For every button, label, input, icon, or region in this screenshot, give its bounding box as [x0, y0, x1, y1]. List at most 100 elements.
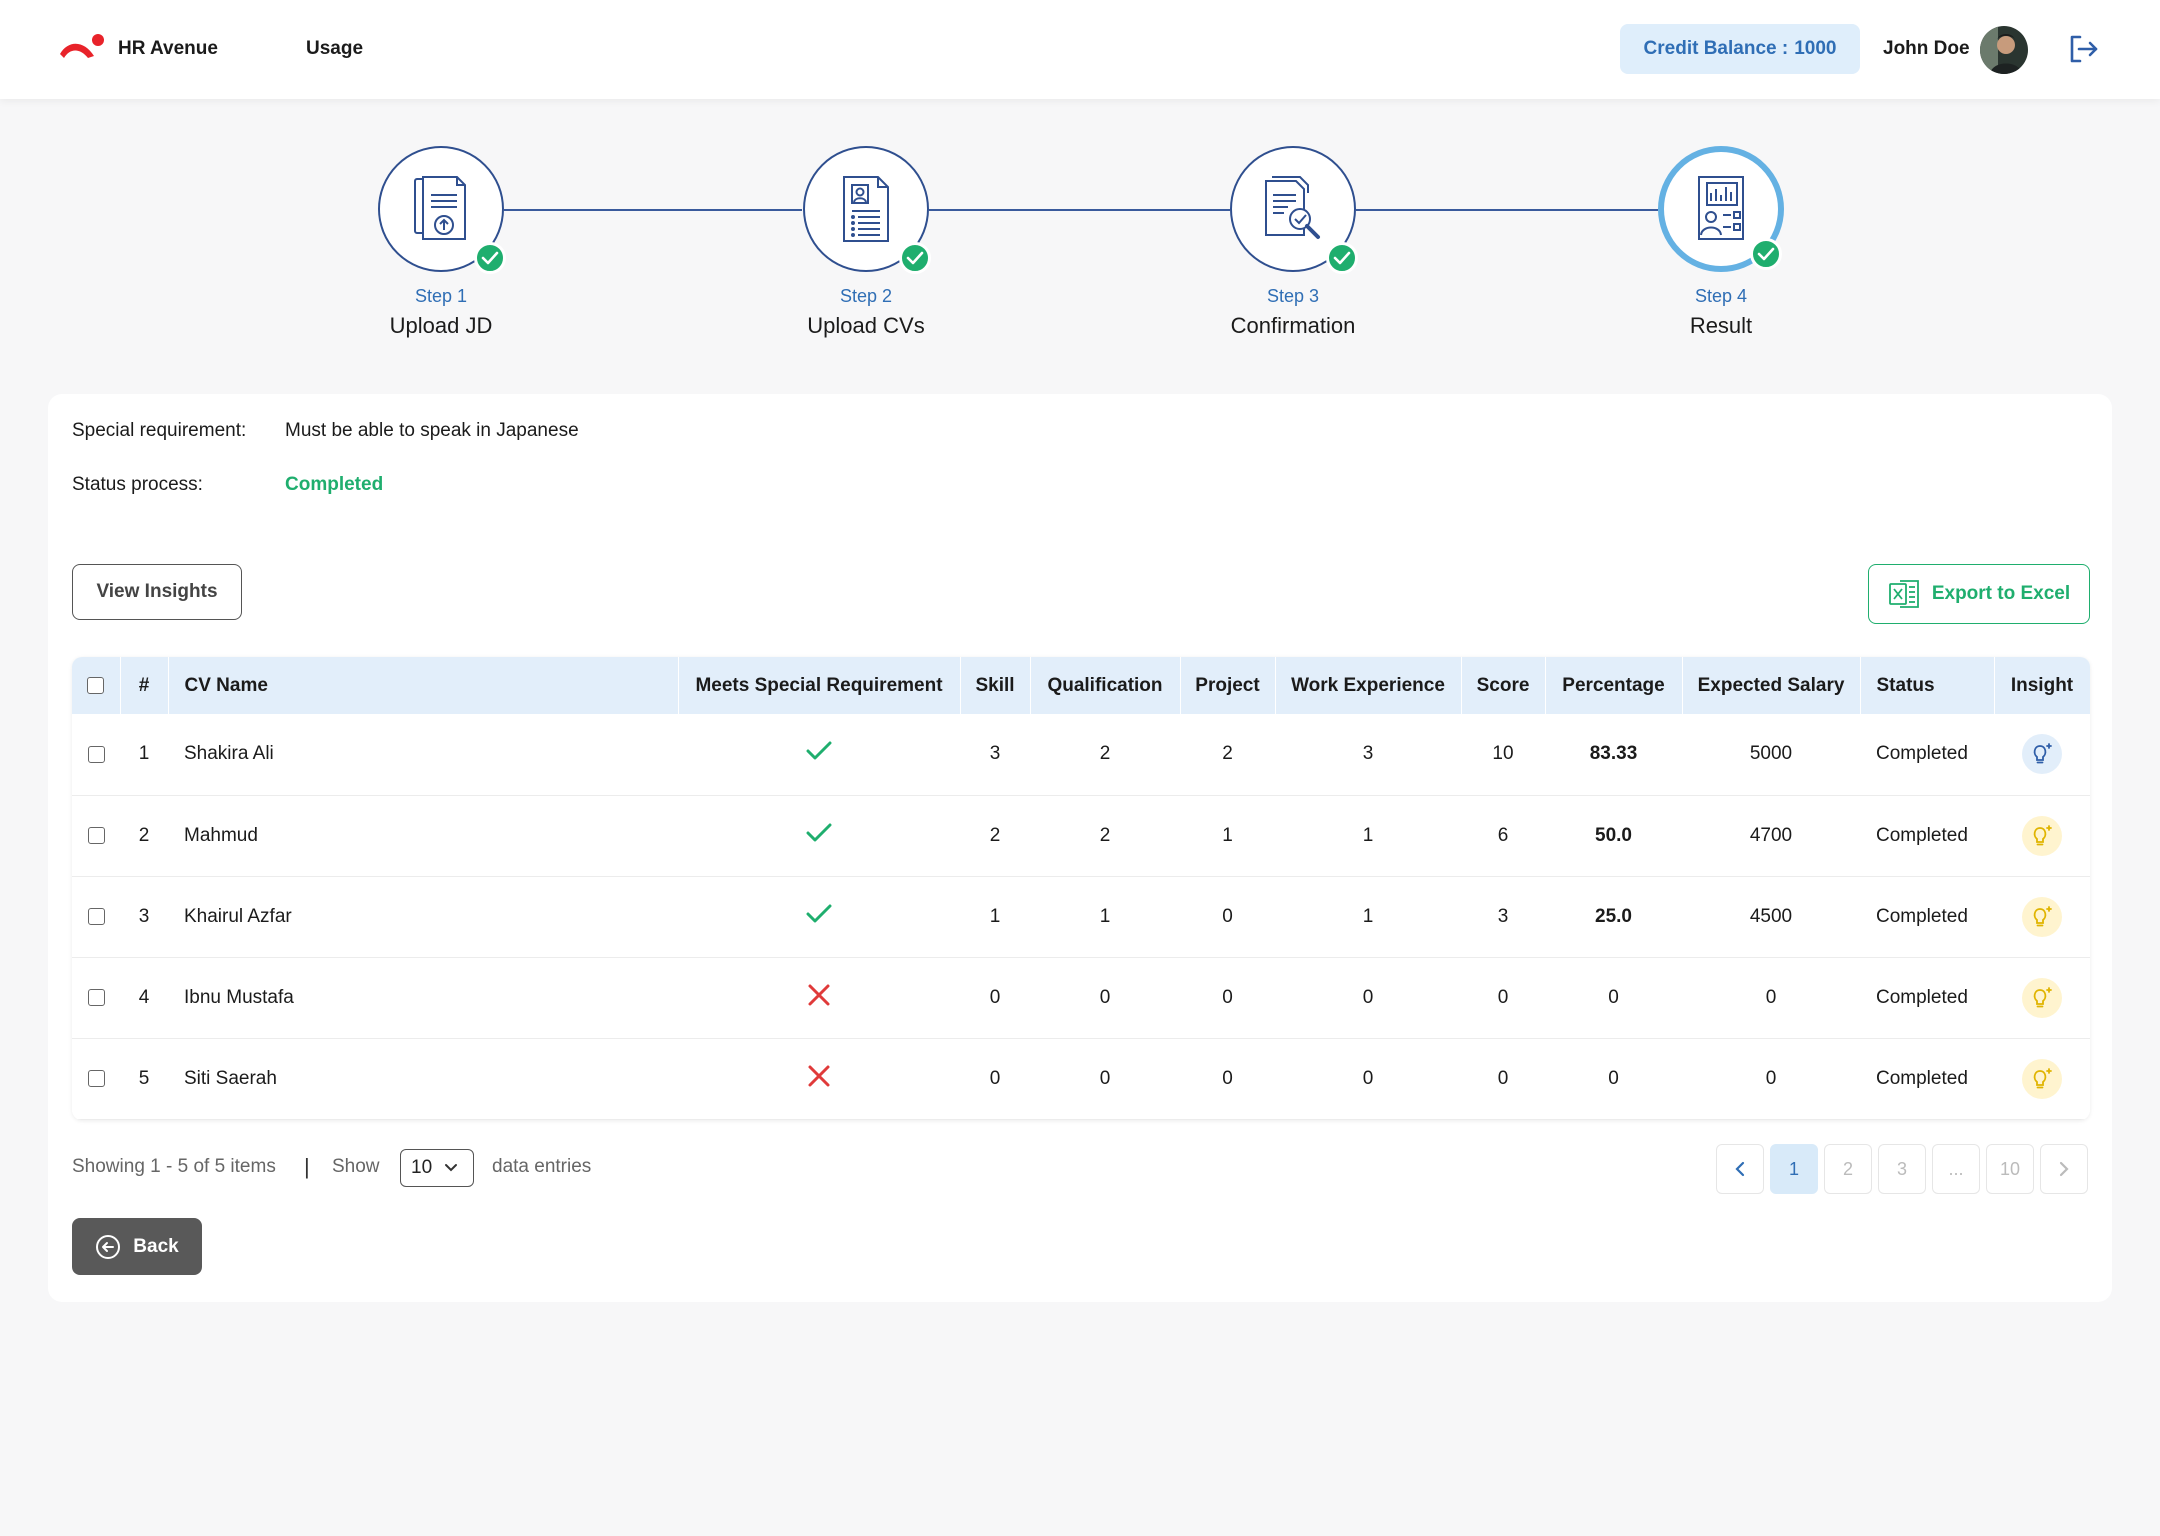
- cv-name: Shakira Ali: [168, 714, 678, 796]
- insight-cell: [1994, 876, 2090, 958]
- row-number: 5: [120, 1038, 168, 1120]
- check-icon: [806, 823, 832, 841]
- row-select-cell: [72, 714, 120, 796]
- header-meets-special-requirement[interactable]: Meets Special Requirement: [678, 657, 961, 714]
- percentage-value: 25.0: [1545, 876, 1682, 958]
- work-experience-value: 1: [1275, 795, 1461, 877]
- pagination-page-2[interactable]: 2: [1824, 1144, 1872, 1194]
- step-connector: [1356, 209, 1658, 211]
- row-checkbox[interactable]: [87, 907, 105, 925]
- row-number: 2: [120, 795, 168, 877]
- status-value: Completed: [1860, 714, 1994, 796]
- view-insights-button[interactable]: View Insights: [72, 564, 242, 620]
- cross-icon: [808, 984, 830, 1005]
- header-work-experience[interactable]: Work Experience: [1275, 657, 1462, 714]
- table-row[interactable]: 2 Mahmud 2 2 1 1 6 50.0 4700 Completed: [72, 795, 2090, 877]
- chevron-right-icon: [2059, 1161, 2069, 1177]
- pagination-page-3[interactable]: 3: [1878, 1144, 1926, 1194]
- brand-name[interactable]: HR Avenue: [118, 38, 218, 59]
- skill-value: 3: [960, 714, 1030, 796]
- step-2: Step 2 Upload CVs: [766, 146, 966, 339]
- header-cv-name[interactable]: CV Name: [168, 657, 679, 714]
- expected-salary-value: 4700: [1682, 795, 1860, 877]
- meets-requirement-cell: [678, 714, 960, 796]
- step-label: Upload CVs: [807, 313, 925, 338]
- show-label: Show: [332, 1156, 380, 1177]
- row-select-cell: [72, 876, 120, 958]
- step-number: Step 1: [414, 286, 468, 306]
- check-icon: [806, 741, 832, 760]
- chevron-down-icon: [445, 1164, 458, 1172]
- status-process-label: Status process:: [72, 474, 203, 495]
- row-select-cell: [72, 1038, 120, 1120]
- skill-value: 0: [960, 1038, 1030, 1120]
- insight-lightbulb-button[interactable]: [2022, 815, 2062, 856]
- special-requirement-value: Must be able to speak in Japanese: [285, 420, 579, 441]
- header-percentage[interactable]: Percentage: [1545, 657, 1683, 714]
- insight-lightbulb-button[interactable]: [2022, 977, 2062, 1018]
- table-row[interactable]: 4 Ibnu Mustafa 0 0 0 0 0 0 0 Completed: [72, 957, 2090, 1039]
- nav-usage-link[interactable]: Usage: [306, 38, 364, 59]
- header-skill[interactable]: Skill: [960, 657, 1031, 714]
- percentage-value: 0: [1545, 1038, 1682, 1120]
- back-button[interactable]: Back: [72, 1218, 202, 1275]
- project-value: 1: [1180, 795, 1275, 877]
- pagination-next-button[interactable]: [2040, 1144, 2088, 1194]
- row-checkbox[interactable]: [87, 745, 105, 763]
- step-connector: [929, 209, 1230, 211]
- insight-lightbulb-button[interactable]: [2022, 734, 2062, 775]
- expected-salary-value: 0: [1682, 957, 1860, 1039]
- expected-salary-value: 5000: [1682, 714, 1860, 796]
- step-2-circle: [803, 146, 931, 274]
- skill-value: 0: [960, 957, 1030, 1039]
- insight-lightbulb-button[interactable]: [2022, 896, 2062, 937]
- project-value: 0: [1180, 876, 1275, 958]
- header-project[interactable]: Project: [1180, 657, 1276, 714]
- step-completed-check-icon: [1326, 242, 1358, 274]
- progress-stepper: Step 1 Upload JD Step 2 Upload CVs: [0, 140, 2160, 360]
- hr-avenue-logo-icon[interactable]: [58, 32, 108, 66]
- insight-cell: [1994, 957, 2090, 1039]
- entries-per-page-select[interactable]: 10: [400, 1149, 474, 1187]
- credit-balance-value: 1000: [1794, 38, 1837, 59]
- export-to-excel-button[interactable]: Export to Excel: [1868, 564, 2090, 624]
- expected-salary-value: 0: [1682, 1038, 1860, 1120]
- header-qualification[interactable]: Qualification: [1030, 657, 1181, 714]
- score-value: 6: [1461, 795, 1545, 877]
- result-card: Special requirement: Must be able to spe…: [48, 394, 2112, 1302]
- logout-icon[interactable]: [2066, 32, 2100, 66]
- work-experience-value: 0: [1275, 957, 1461, 1039]
- pagination-prev-button[interactable]: [1716, 1144, 1764, 1194]
- step-4: Step 4 Result: [1621, 146, 1821, 339]
- header-expected-salary[interactable]: Expected Salary: [1682, 657, 1861, 714]
- select-all-checkbox[interactable]: [87, 676, 105, 694]
- step-connector: [504, 209, 802, 211]
- qualification-value: 0: [1030, 957, 1180, 1039]
- qualification-value: 0: [1030, 1038, 1180, 1120]
- table-row[interactable]: 3 Khairul Azfar 1 1 0 1 3 25.0 4500 Comp…: [72, 876, 2090, 958]
- pagination-page-10[interactable]: 10: [1986, 1144, 2034, 1194]
- header-status[interactable]: Status: [1860, 657, 1995, 714]
- step-completed-check-icon: [474, 242, 506, 274]
- work-experience-value: 1: [1275, 876, 1461, 958]
- header-score[interactable]: Score: [1461, 657, 1546, 714]
- work-experience-value: 3: [1275, 714, 1461, 796]
- row-checkbox[interactable]: [87, 1069, 105, 1087]
- row-checkbox[interactable]: [87, 988, 105, 1006]
- step-completed-check-icon: [899, 242, 931, 274]
- step-3: Step 3 Confirmation: [1193, 146, 1393, 339]
- pagination: 1 2 3 ... 10: [1716, 1144, 2088, 1194]
- pagination-page-1[interactable]: 1: [1770, 1144, 1818, 1194]
- insight-lightbulb-button[interactable]: [2022, 1058, 2062, 1099]
- insight-cell: [1994, 714, 2090, 796]
- table-row[interactable]: 1 Shakira Ali 3 2 2 3 10 83.33 5000 Comp…: [72, 714, 2090, 796]
- cv-name: Khairul Azfar: [168, 876, 678, 958]
- expected-salary-value: 4500: [1682, 876, 1860, 958]
- avatar-photo-icon: [1980, 26, 2028, 74]
- step-label: Result: [1689, 313, 1753, 338]
- user-avatar[interactable]: [1980, 26, 2028, 74]
- cv-document-icon: [843, 176, 889, 242]
- table-row[interactable]: 5 Siti Saerah 0 0 0 0 0 0 0 Completed: [72, 1038, 2090, 1120]
- row-checkbox[interactable]: [87, 826, 105, 844]
- status-value: Completed: [1860, 876, 1994, 958]
